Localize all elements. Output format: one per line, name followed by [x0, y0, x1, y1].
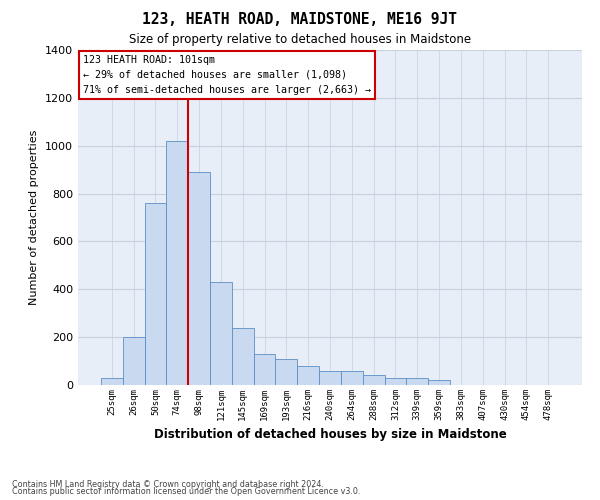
Bar [406, 378, 428, 385]
Bar [254, 354, 275, 385]
Text: Contains public sector information licensed under the Open Government Licence v3: Contains public sector information licen… [12, 487, 361, 496]
Y-axis label: Number of detached properties: Number of detached properties [29, 130, 40, 305]
Bar [145, 203, 166, 385]
Text: 123 HEATH ROAD: 101sqm
← 29% of detached houses are smaller (1,098)
71% of semi-: 123 HEATH ROAD: 101sqm ← 29% of detached… [83, 55, 371, 94]
Bar [101, 378, 123, 385]
Bar [428, 380, 450, 385]
Bar [297, 366, 319, 385]
Bar [319, 370, 341, 385]
Bar [166, 141, 188, 385]
Text: Contains HM Land Registry data © Crown copyright and database right 2024.: Contains HM Land Registry data © Crown c… [12, 480, 324, 489]
Bar [363, 376, 385, 385]
Bar [210, 282, 232, 385]
Bar [275, 358, 297, 385]
Text: Size of property relative to detached houses in Maidstone: Size of property relative to detached ho… [129, 32, 471, 46]
Bar [385, 378, 406, 385]
Bar [341, 370, 363, 385]
Text: 123, HEATH ROAD, MAIDSTONE, ME16 9JT: 123, HEATH ROAD, MAIDSTONE, ME16 9JT [143, 12, 458, 28]
Bar [188, 172, 210, 385]
X-axis label: Distribution of detached houses by size in Maidstone: Distribution of detached houses by size … [154, 428, 506, 442]
Bar [232, 328, 254, 385]
Bar [123, 337, 145, 385]
